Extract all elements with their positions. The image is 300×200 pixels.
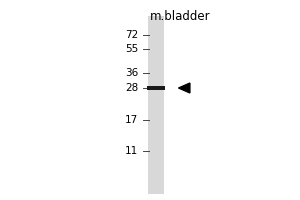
Bar [147,86,165,90]
Text: 17: 17 [125,115,138,125]
Text: 36: 36 [125,68,138,78]
Bar [148,16,164,194]
Text: 55: 55 [125,44,138,54]
Text: m.bladder: m.bladder [150,10,210,23]
Polygon shape [178,83,190,93]
Text: 72: 72 [125,30,138,40]
Text: 11: 11 [125,146,138,156]
Text: 28: 28 [125,83,138,93]
